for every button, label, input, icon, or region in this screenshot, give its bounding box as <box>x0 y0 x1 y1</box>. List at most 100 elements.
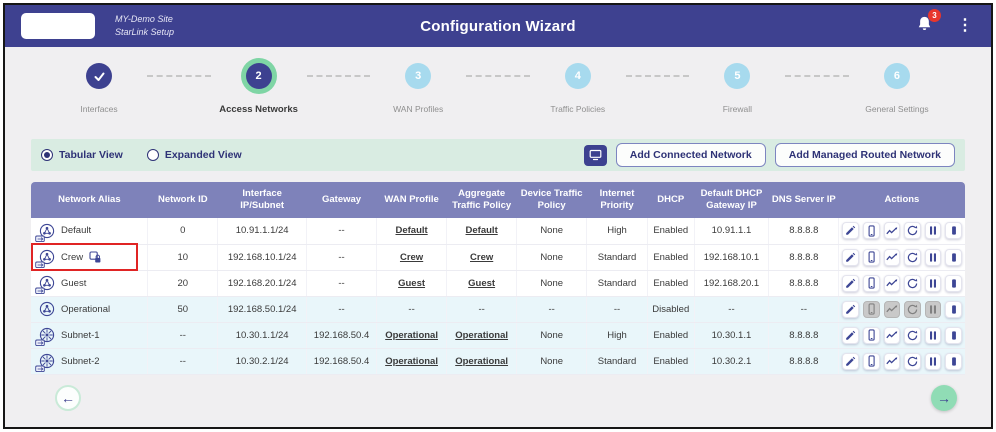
activity-graph-action-button[interactable] <box>883 352 901 370</box>
view-toolbar: Tabular View Expanded View Add Connected… <box>31 139 965 171</box>
dns-server-ip-cell: 8.8.8.8 <box>768 218 840 245</box>
step-access-networks[interactable]: 2 Access Networks <box>211 63 307 115</box>
column-header: DHCP <box>647 182 695 218</box>
wan-profile-link[interactable]: Guest <box>398 277 426 289</box>
edit-pencil-icon <box>846 226 856 236</box>
wan-profile-link[interactable]: Operational <box>385 355 438 367</box>
stop-icon <box>951 226 956 235</box>
stop-action-button[interactable] <box>945 326 963 344</box>
device-list-action-button[interactable] <box>862 326 880 344</box>
pause-action-button[interactable] <box>924 326 942 344</box>
edit-action-button[interactable] <box>842 352 859 370</box>
stop-action-button[interactable] <box>945 248 963 266</box>
aggregate-traffic-policy-link[interactable]: Default <box>465 225 498 237</box>
edit-action-button[interactable] <box>842 326 859 344</box>
app-frame: MY-Demo Site StarLink Setup Configuratio… <box>3 3 993 429</box>
kebab-menu-icon[interactable]: ⋮ <box>957 17 973 34</box>
aggregate-traffic-policy-cell: -- <box>446 296 518 323</box>
back-arrow-icon: ← <box>61 389 75 406</box>
step-label: WAN Profiles <box>393 104 444 114</box>
pause-action-button[interactable] <box>924 222 942 240</box>
network-alias-cell: Subnet-1 <box>31 322 149 349</box>
column-header: WAN Profile <box>376 182 447 218</box>
gateway-cell: -- <box>306 218 378 245</box>
internet-priority-cell: Standard <box>586 244 648 271</box>
activity-graph-action-button[interactable] <box>883 274 901 292</box>
wan-profile-link[interactable]: Default <box>395 225 428 237</box>
stop-action-button[interactable] <box>945 222 963 240</box>
alias-wrap: Default <box>34 223 144 242</box>
internet-priority-cell: High <box>586 218 648 245</box>
edit-action-button[interactable] <box>842 300 859 318</box>
stop-action-button[interactable] <box>945 352 963 370</box>
aggregate-traffic-policy-link[interactable]: Guest <box>468 277 496 289</box>
step-general-settings[interactable]: 6 General Settings <box>849 63 945 114</box>
renew-sync-action-button[interactable] <box>904 222 921 240</box>
interface-ip-subnet-cell: 10.91.1.1/24 <box>217 218 308 245</box>
device-list-action-button[interactable] <box>862 352 880 370</box>
network-alias-cell: Guest <box>31 270 149 297</box>
default-dhcp-gateway-ip-cell: 10.91.1.1 <box>694 218 770 245</box>
next-button[interactable]: → <box>931 384 957 411</box>
step-wan-profiles[interactable]: 3 WAN Profiles <box>370 63 466 114</box>
step-label: Firewall <box>722 104 753 114</box>
renew-sync-action-button[interactable] <box>904 352 921 370</box>
edit-action-button[interactable] <box>842 248 859 266</box>
pause-action-button[interactable] <box>924 352 942 370</box>
stop-action-button[interactable] <box>945 274 963 292</box>
device-icon <box>868 303 875 315</box>
alias-wrap: Guest <box>34 275 144 295</box>
device-traffic-policy-cell: -- <box>516 296 588 323</box>
aggregate-traffic-policy-link[interactable]: Operational <box>455 355 509 367</box>
stop-icon <box>951 252 956 262</box>
activity-graph-action-button[interactable] <box>883 248 901 266</box>
step-interfaces[interactable]: 1 Interfaces <box>51 63 147 114</box>
notifications-button[interactable]: 3 <box>916 8 941 38</box>
column-header: Network Alias <box>31 182 148 218</box>
aggregate-traffic-policy-link[interactable]: Operational <box>455 329 509 341</box>
renew-sync-action-button[interactable] <box>904 248 921 266</box>
radio-label: Expanded View <box>164 149 242 161</box>
radio-expanded-view[interactable]: Expanded View <box>146 149 242 161</box>
actions-cell <box>838 348 965 375</box>
activity-graph-action-button[interactable] <box>883 326 901 344</box>
device-list-action-button[interactable] <box>862 222 880 240</box>
device-traffic-policy-cell: None <box>516 322 588 349</box>
renew-sync-action-button[interactable] <box>904 326 921 344</box>
device-list-action-button[interactable] <box>862 274 880 292</box>
renew-sync-action-button <box>904 300 921 318</box>
pause-action-button[interactable] <box>924 248 942 266</box>
gateway-cell: 192.168.50.4 <box>306 322 378 349</box>
radio-tabular-view[interactable]: Tabular View <box>41 149 123 161</box>
network-id-cell: -- <box>147 322 219 349</box>
table-row: Guest 20 192.168.20.1/24 -- Guest Guest … <box>31 270 965 297</box>
edit-pencil-icon <box>846 330 856 340</box>
alias-wrap: Operational <box>34 301 144 317</box>
default-dhcp-gateway-ip-cell: 192.168.10.1 <box>694 244 770 271</box>
column-header: Actions <box>838 182 965 218</box>
step-traffic-policies[interactable]: 4 Traffic Policies <box>530 63 626 114</box>
edit-action-button[interactable] <box>842 222 859 240</box>
dns-server-ip-cell: -- <box>768 296 840 323</box>
step-label: Access Networks <box>219 104 298 115</box>
networks-table-container: Network Alias Network ID Interface IP/Subn… <box>30 182 965 375</box>
column-header: Aggregate Traffic Policy <box>446 182 517 218</box>
renew-sync-action-button[interactable] <box>904 274 921 292</box>
pause-icon <box>930 252 937 262</box>
step-firewall[interactable]: 5 Firewall <box>689 63 785 114</box>
activity-graph-action-button[interactable] <box>883 222 901 240</box>
wan-profile-link[interactable]: Crew <box>399 251 424 263</box>
wan-profile-link[interactable]: Operational <box>385 329 438 341</box>
display-view-button[interactable] <box>583 144 607 166</box>
stop-action-button[interactable] <box>945 300 963 318</box>
edit-action-button[interactable] <box>842 274 859 292</box>
device-list-action-button[interactable] <box>862 248 880 266</box>
add-connected-network-button[interactable]: Add Connected Network <box>615 143 766 167</box>
add-managed-routed-network-button[interactable]: Add Managed Routed Network <box>774 143 955 167</box>
pause-action-button[interactable] <box>924 274 942 292</box>
activity-graph-icon <box>886 253 898 261</box>
back-button[interactable]: ← <box>55 384 81 411</box>
wan-profile-cell: Crew <box>376 244 448 271</box>
bridge-sub-icon <box>35 235 45 242</box>
aggregate-traffic-policy-link[interactable]: Crew <box>470 251 494 263</box>
